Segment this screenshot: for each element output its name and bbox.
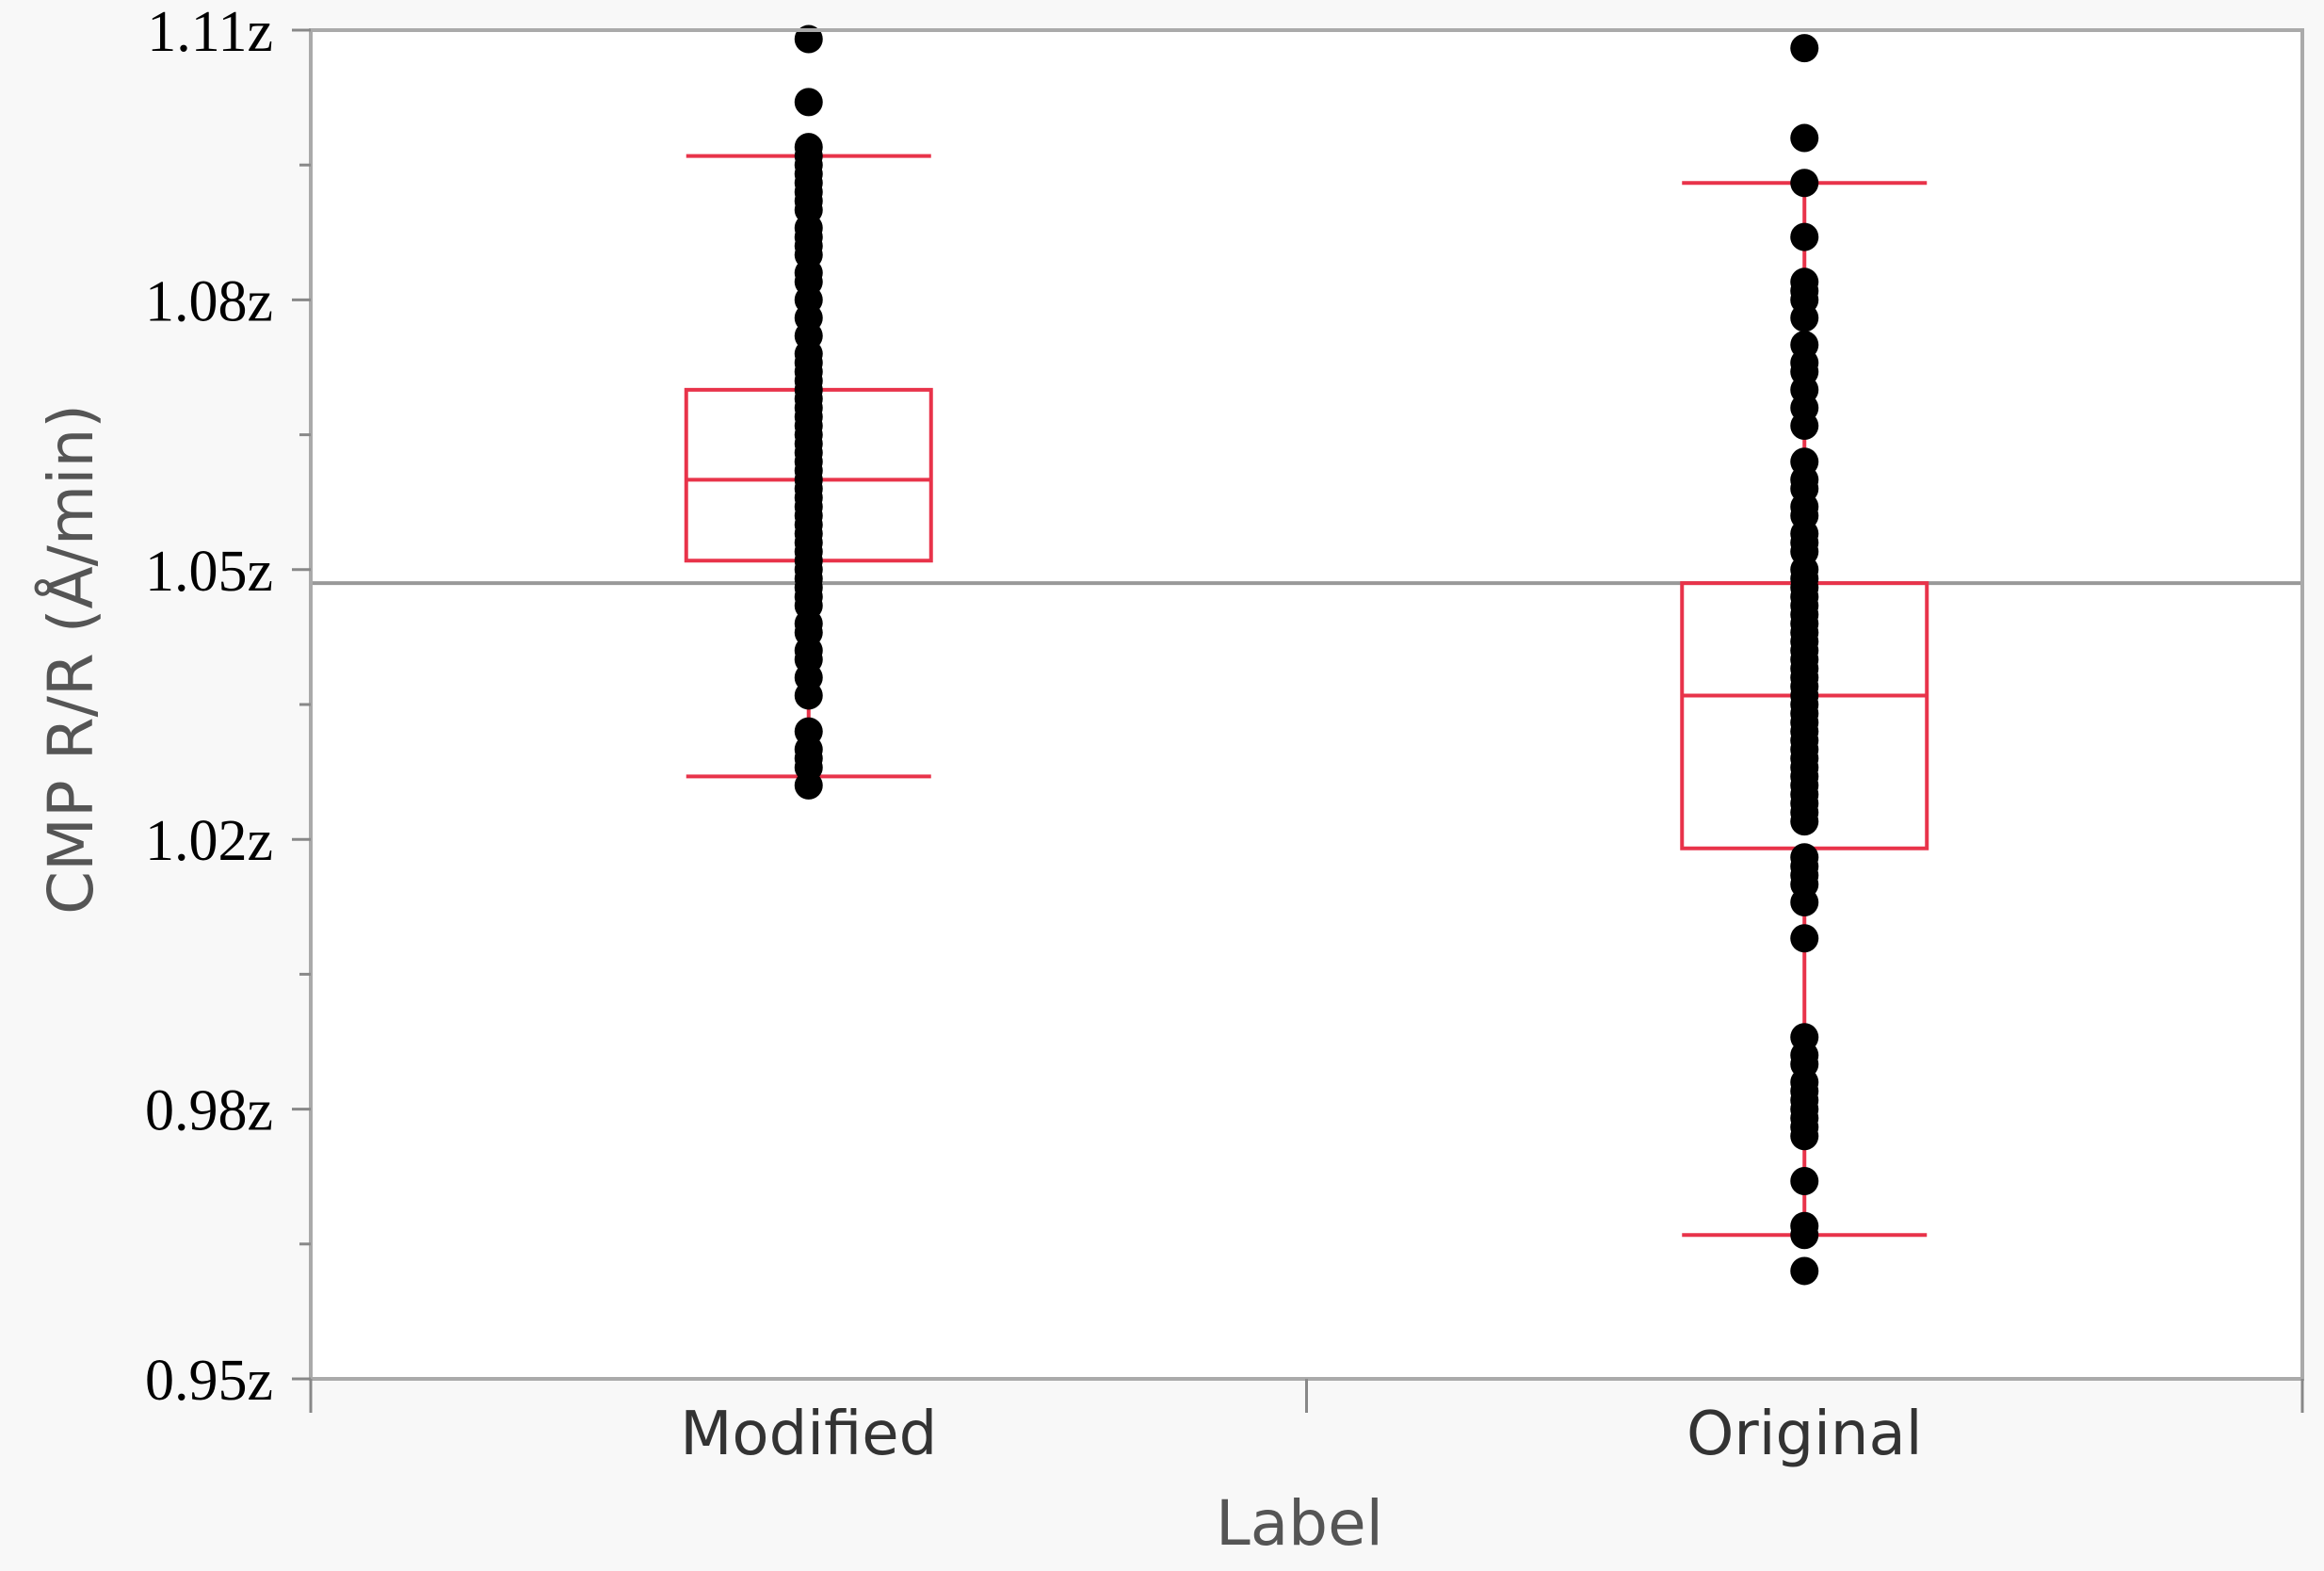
data-point — [794, 24, 823, 54]
y-tick-label: 0.95z — [145, 1349, 273, 1413]
point-layer — [794, 24, 1819, 1286]
data-point — [1790, 169, 1819, 198]
data-point — [794, 681, 823, 710]
y-tick-label: 1.02z — [145, 809, 273, 873]
y-axis: 0.95z 0.98z 1.02z 1.05z 1.08z 1.11z — [145, 0, 311, 1413]
x-tick-label: Original — [1687, 1400, 1922, 1469]
data-point — [1790, 1166, 1819, 1195]
data-point — [1790, 303, 1819, 332]
data-point — [1790, 222, 1819, 251]
data-point — [1790, 412, 1819, 441]
data-point — [794, 770, 823, 800]
data-point — [1790, 1221, 1819, 1250]
x-axis: Modified Original — [309, 1379, 2304, 1469]
data-point — [1790, 888, 1819, 917]
x-axis-title: Label — [1216, 1487, 1383, 1560]
data-point — [1790, 924, 1819, 953]
y-tick-label: 1.08z — [145, 269, 273, 333]
y-tick-label: 1.05z — [145, 540, 273, 604]
y-axis-title: CMP R/R (Å/min) — [35, 404, 107, 915]
data-point — [794, 88, 823, 117]
data-point — [1790, 807, 1819, 836]
plot-area — [311, 30, 2302, 1379]
y-tick-label: 0.98z — [145, 1079, 273, 1143]
data-point — [1790, 1256, 1819, 1286]
y-tick-label: 1.11z — [147, 0, 273, 64]
x-tick-label: Modified — [680, 1400, 937, 1469]
data-point — [1790, 123, 1819, 153]
data-point — [1790, 34, 1819, 63]
data-point — [1790, 1122, 1819, 1151]
